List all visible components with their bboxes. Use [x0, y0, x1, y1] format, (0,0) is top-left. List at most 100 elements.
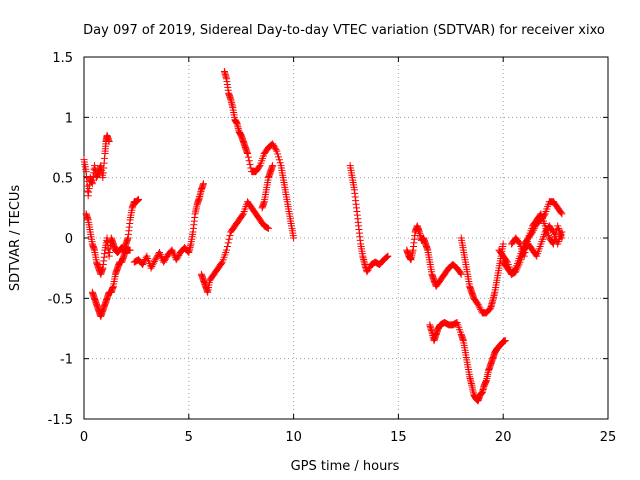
data-points [80, 67, 566, 405]
data-point [275, 156, 283, 164]
x-tick-label: 20 [495, 430, 512, 445]
data-point [532, 251, 540, 259]
series-8 [403, 222, 465, 290]
data-point [473, 299, 481, 307]
data-point [558, 234, 566, 242]
x-tick-label: 15 [390, 430, 407, 445]
data-point [551, 233, 559, 241]
data-point [160, 258, 168, 266]
y-tick-label: 1 [65, 111, 73, 126]
data-point [151, 256, 159, 264]
data-point [515, 239, 523, 247]
data-point [269, 162, 277, 170]
series-4 [197, 198, 272, 296]
data-point [384, 252, 392, 260]
data-point [271, 144, 279, 152]
data-point [264, 224, 272, 232]
data-point [476, 304, 484, 312]
data-point [139, 261, 147, 269]
data-point [274, 150, 282, 158]
data-point [140, 259, 148, 267]
data-point [255, 163, 263, 171]
data-point [275, 153, 283, 161]
data-point [162, 254, 170, 262]
data-point [105, 137, 113, 145]
data-point [152, 254, 160, 262]
series-3 [130, 180, 207, 272]
data-point [475, 302, 483, 310]
series-9 [426, 318, 509, 405]
x-axis-ticks: 0 5 10 15 20 25 [80, 57, 616, 445]
series-7 [346, 162, 392, 276]
data-point [558, 210, 566, 218]
data-point [175, 251, 183, 259]
data-point [244, 153, 252, 161]
series-13 [508, 210, 566, 260]
data-point [134, 195, 142, 203]
data-point [223, 242, 231, 250]
data-point [273, 147, 281, 155]
data-point [224, 239, 232, 247]
data-point [245, 157, 253, 165]
data-point [269, 141, 277, 149]
data-point [557, 209, 565, 217]
data-point [126, 246, 134, 254]
data-point [225, 235, 233, 243]
series-2 [88, 246, 134, 320]
y-tick-label: -0.5 [48, 292, 73, 307]
data-point [272, 146, 280, 154]
data-point [243, 150, 251, 158]
data-point [160, 257, 168, 265]
x-tick-label: 5 [185, 430, 193, 445]
y-tick-label: -1.5 [48, 413, 73, 428]
data-point [217, 259, 225, 267]
y-tick-label: -1 [60, 353, 73, 368]
data-point [522, 245, 530, 253]
y-tick-label: 0 [65, 232, 73, 247]
data-point [199, 180, 207, 188]
data-point [499, 240, 507, 248]
chart-title: Day 097 of 2019, Sidereal Day-to-day VTE… [83, 23, 605, 38]
y-tick-label: 1.5 [52, 51, 73, 66]
data-point [149, 261, 157, 269]
data-point [524, 238, 532, 246]
data-point [161, 255, 169, 263]
data-point [172, 256, 180, 264]
data-point [150, 259, 158, 267]
series-0 [80, 131, 113, 200]
data-point [223, 246, 231, 254]
data-point [276, 159, 284, 167]
series-6 [258, 162, 277, 212]
data-point [382, 254, 390, 262]
x-tick-label: 10 [285, 430, 302, 445]
data-point [363, 268, 371, 276]
x-axis-label: GPS time / hours [291, 459, 400, 474]
data-point [269, 140, 277, 148]
data-point [523, 241, 531, 249]
data-point [238, 211, 246, 219]
data-point [174, 253, 182, 261]
data-point [457, 270, 465, 278]
data-point [173, 254, 181, 262]
y-axis-label: SDTVAR / TECUs [8, 185, 23, 292]
data-point [550, 240, 558, 248]
data-point [536, 211, 544, 219]
data-point [270, 143, 278, 151]
data-point [364, 266, 372, 274]
data-point [150, 257, 158, 265]
data-point [247, 164, 255, 172]
data-point [226, 232, 234, 240]
data-point [365, 265, 373, 273]
x-tick-label: 0 [80, 430, 88, 445]
data-point [148, 262, 156, 270]
data-point [147, 264, 155, 272]
data-point [246, 160, 254, 168]
data-point [501, 337, 509, 345]
series-5 [220, 67, 298, 242]
data-point [521, 248, 529, 256]
x-tick-label: 25 [600, 430, 617, 445]
data-point [383, 253, 391, 261]
data-point [520, 252, 528, 260]
